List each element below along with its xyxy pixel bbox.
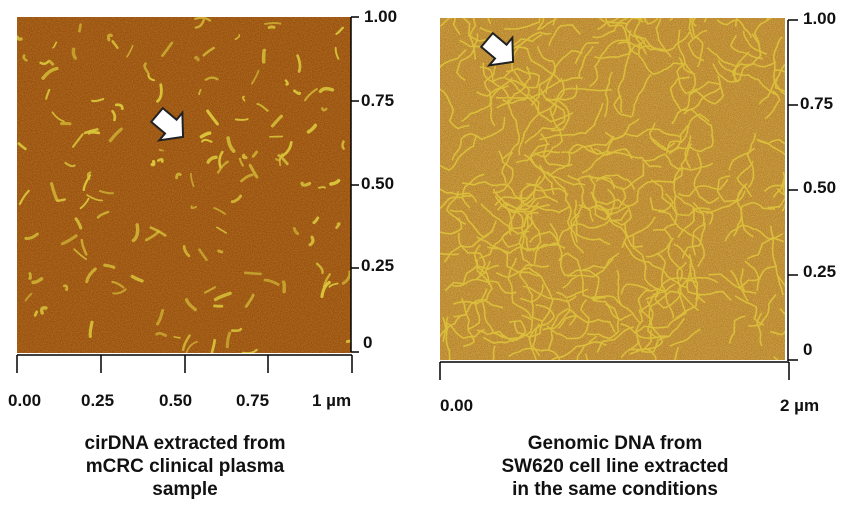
left-x-tick-label: 0.50	[159, 391, 193, 410]
right-y-axis	[787, 19, 798, 361]
left-y-axis	[350, 16, 359, 353]
left-x-tick-label: 1 µm	[312, 391, 352, 410]
left-x-axis	[16, 354, 353, 373]
left-x-tick-label: 0.00	[8, 391, 42, 410]
left-y-tick-label: 0	[363, 333, 373, 352]
left-afm-image	[17, 17, 351, 353]
right-x-tick-label: 2 µm	[780, 396, 820, 415]
right-y-tick-label: 1.00	[803, 9, 837, 28]
right-caption: Genomic DNA from SW620 cell line extract…	[501, 433, 729, 500]
left-y-tick-label: 0.25	[361, 256, 395, 275]
right-y-tick-label: 0.50	[803, 178, 837, 197]
left-y-tick-label: 0.50	[361, 174, 395, 193]
right-y-tick-label: 0.25	[803, 262, 837, 281]
left-y-tick-label: 0.75	[361, 91, 395, 110]
arrow-icon	[479, 31, 515, 67]
right-x-tick-label: 0.00	[440, 396, 474, 415]
arrow-icon	[149, 106, 185, 142]
left-y-tick-label: 1.00	[364, 7, 398, 26]
right-x-axis	[439, 361, 790, 380]
left-x-tick-label: 0.25	[81, 391, 115, 410]
right-y-tick-label: 0	[803, 340, 813, 359]
left-caption: cirDNA extracted from mCRC clinical plas…	[84, 433, 286, 500]
right-y-tick-label: 0.75	[800, 94, 834, 113]
right-afm-image	[440, 18, 785, 360]
left-x-tick-label: 0.75	[236, 391, 270, 410]
